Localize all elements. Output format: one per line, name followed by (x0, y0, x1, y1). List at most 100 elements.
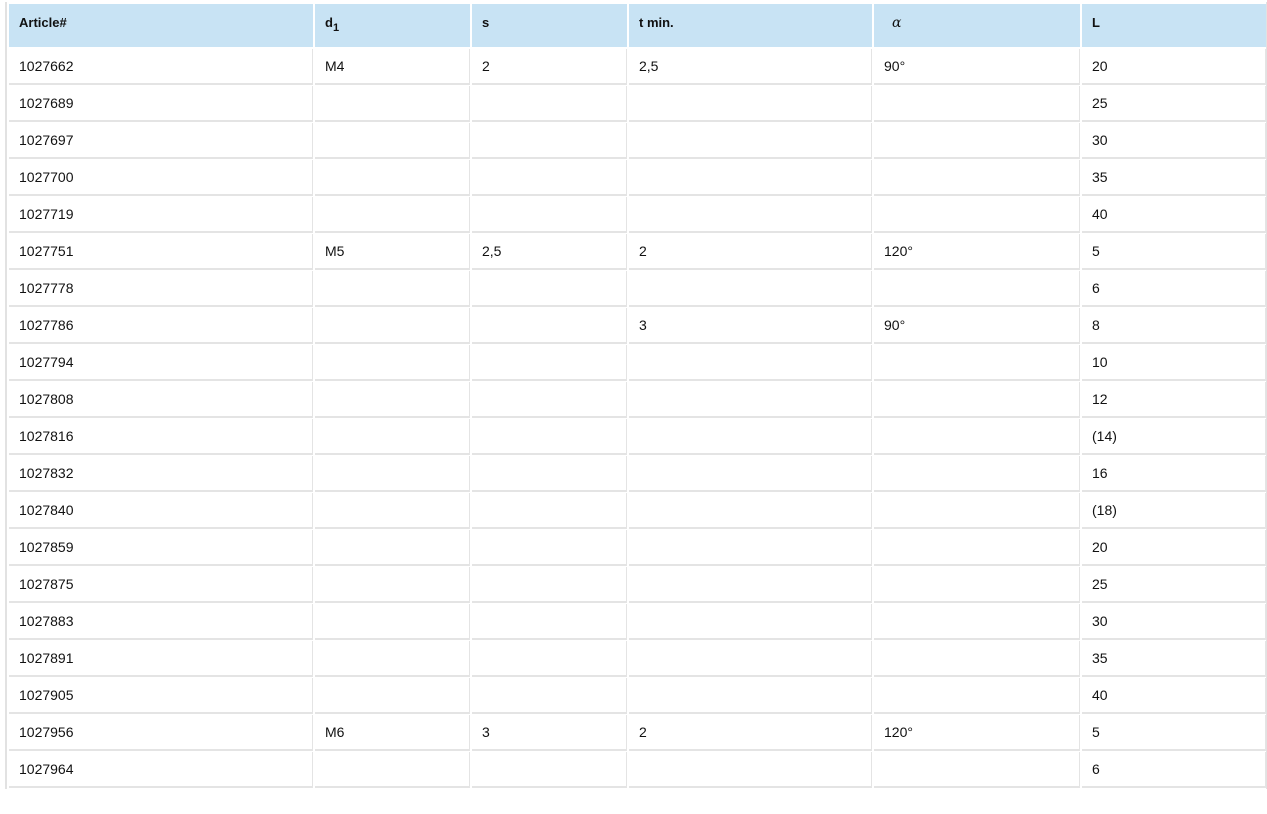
table-row: 1027794 10 (9, 345, 1266, 380)
cell-L: 16 (1082, 456, 1266, 491)
cell-L: (14) (1082, 419, 1266, 454)
cell-article: 1027859 (9, 530, 313, 565)
cell-d1 (315, 419, 470, 454)
cell-alpha: 120° (874, 715, 1080, 750)
cell-t-min (629, 197, 872, 232)
cell-article: 1027832 (9, 456, 313, 491)
cell-s (472, 530, 627, 565)
cell-alpha (874, 271, 1080, 306)
table-row: 1027778 6 (9, 271, 1266, 306)
cell-s (472, 567, 627, 602)
cell-d1 (315, 456, 470, 491)
cell-s (472, 752, 627, 787)
table-row: 1027700 35 (9, 160, 1266, 195)
table-row: 1027956 M6 3 2 120° 5 (9, 715, 1266, 750)
cell-article: 1027816 (9, 419, 313, 454)
cell-article: 1027883 (9, 604, 313, 639)
cell-L: 30 (1082, 604, 1266, 639)
cell-article: 1027956 (9, 715, 313, 750)
header-alpha: α (874, 4, 1080, 47)
cell-alpha (874, 456, 1080, 491)
cell-d1 (315, 382, 470, 417)
cell-alpha (874, 345, 1080, 380)
table-row: 1027697 30 (9, 123, 1266, 158)
table-row: 1027840 (18) (9, 493, 1266, 528)
cell-d1 (315, 271, 470, 306)
cell-d1: M4 (315, 49, 470, 84)
cell-article: 1027786 (9, 308, 313, 343)
cell-article: 1027751 (9, 234, 313, 269)
table-row: 1027964 6 (9, 752, 1266, 787)
cell-L: 25 (1082, 567, 1266, 602)
cell-t-min (629, 345, 872, 380)
cell-d1 (315, 530, 470, 565)
header-article: Article# (9, 4, 313, 47)
cell-alpha (874, 678, 1080, 713)
cell-article: 1027905 (9, 678, 313, 713)
cell-t-min (629, 271, 872, 306)
cell-alpha (874, 123, 1080, 158)
header-s: s (472, 4, 627, 47)
table-row: 1027816 (14) (9, 419, 1266, 454)
cell-article: 1027689 (9, 86, 313, 121)
cell-alpha (874, 419, 1080, 454)
cell-d1 (315, 567, 470, 602)
cell-L: 30 (1082, 123, 1266, 158)
cell-s (472, 419, 627, 454)
article-table: Article# d1 s t min. α L 1027662 M4 2 2,5 90… (7, 2, 1267, 789)
cell-L: 20 (1082, 530, 1266, 565)
cell-d1 (315, 160, 470, 195)
table-row: 1027832 16 (9, 456, 1266, 491)
cell-t-min (629, 160, 872, 195)
cell-alpha: 90° (874, 49, 1080, 84)
cell-s (472, 345, 627, 380)
cell-alpha (874, 197, 1080, 232)
cell-L: 25 (1082, 86, 1266, 121)
cell-t-min (629, 419, 872, 454)
cell-s (472, 160, 627, 195)
table-row: 1027875 25 (9, 567, 1266, 602)
cell-d1 (315, 752, 470, 787)
cell-article: 1027964 (9, 752, 313, 787)
cell-alpha (874, 382, 1080, 417)
cell-d1 (315, 197, 470, 232)
cell-t-min (629, 530, 872, 565)
header-L: L (1082, 4, 1266, 47)
cell-d1 (315, 641, 470, 676)
cell-article: 1027719 (9, 197, 313, 232)
cell-t-min (629, 641, 872, 676)
cell-s (472, 382, 627, 417)
table-row: 1027719 40 (9, 197, 1266, 232)
cell-t-min (629, 752, 872, 787)
cell-L: 12 (1082, 382, 1266, 417)
cell-t-min (629, 382, 872, 417)
cell-t-min: 2,5 (629, 49, 872, 84)
header-row: Article# d1 s t min. α L (9, 4, 1266, 47)
cell-article: 1027840 (9, 493, 313, 528)
cell-L: 20 (1082, 49, 1266, 84)
cell-article: 1027875 (9, 567, 313, 602)
cell-d1 (315, 604, 470, 639)
table-row: 1027883 30 (9, 604, 1266, 639)
cell-d1 (315, 345, 470, 380)
cell-t-min (629, 567, 872, 602)
table-row: 1027751 M5 2,5 2 120° 5 (9, 234, 1266, 269)
cell-d1: M5 (315, 234, 470, 269)
cell-d1 (315, 678, 470, 713)
cell-s: 2,5 (472, 234, 627, 269)
cell-d1 (315, 493, 470, 528)
cell-alpha (874, 641, 1080, 676)
cell-t-min (629, 604, 872, 639)
cell-article: 1027808 (9, 382, 313, 417)
cell-L: 40 (1082, 197, 1266, 232)
cell-s (472, 308, 627, 343)
table-row: 1027662 M4 2 2,5 90° 20 (9, 49, 1266, 84)
cell-article: 1027662 (9, 49, 313, 84)
cell-L: 10 (1082, 345, 1266, 380)
header-t-min: t min. (629, 4, 872, 47)
cell-d1 (315, 86, 470, 121)
cell-d1: M6 (315, 715, 470, 750)
cell-t-min (629, 493, 872, 528)
cell-article: 1027891 (9, 641, 313, 676)
cell-s: 3 (472, 715, 627, 750)
